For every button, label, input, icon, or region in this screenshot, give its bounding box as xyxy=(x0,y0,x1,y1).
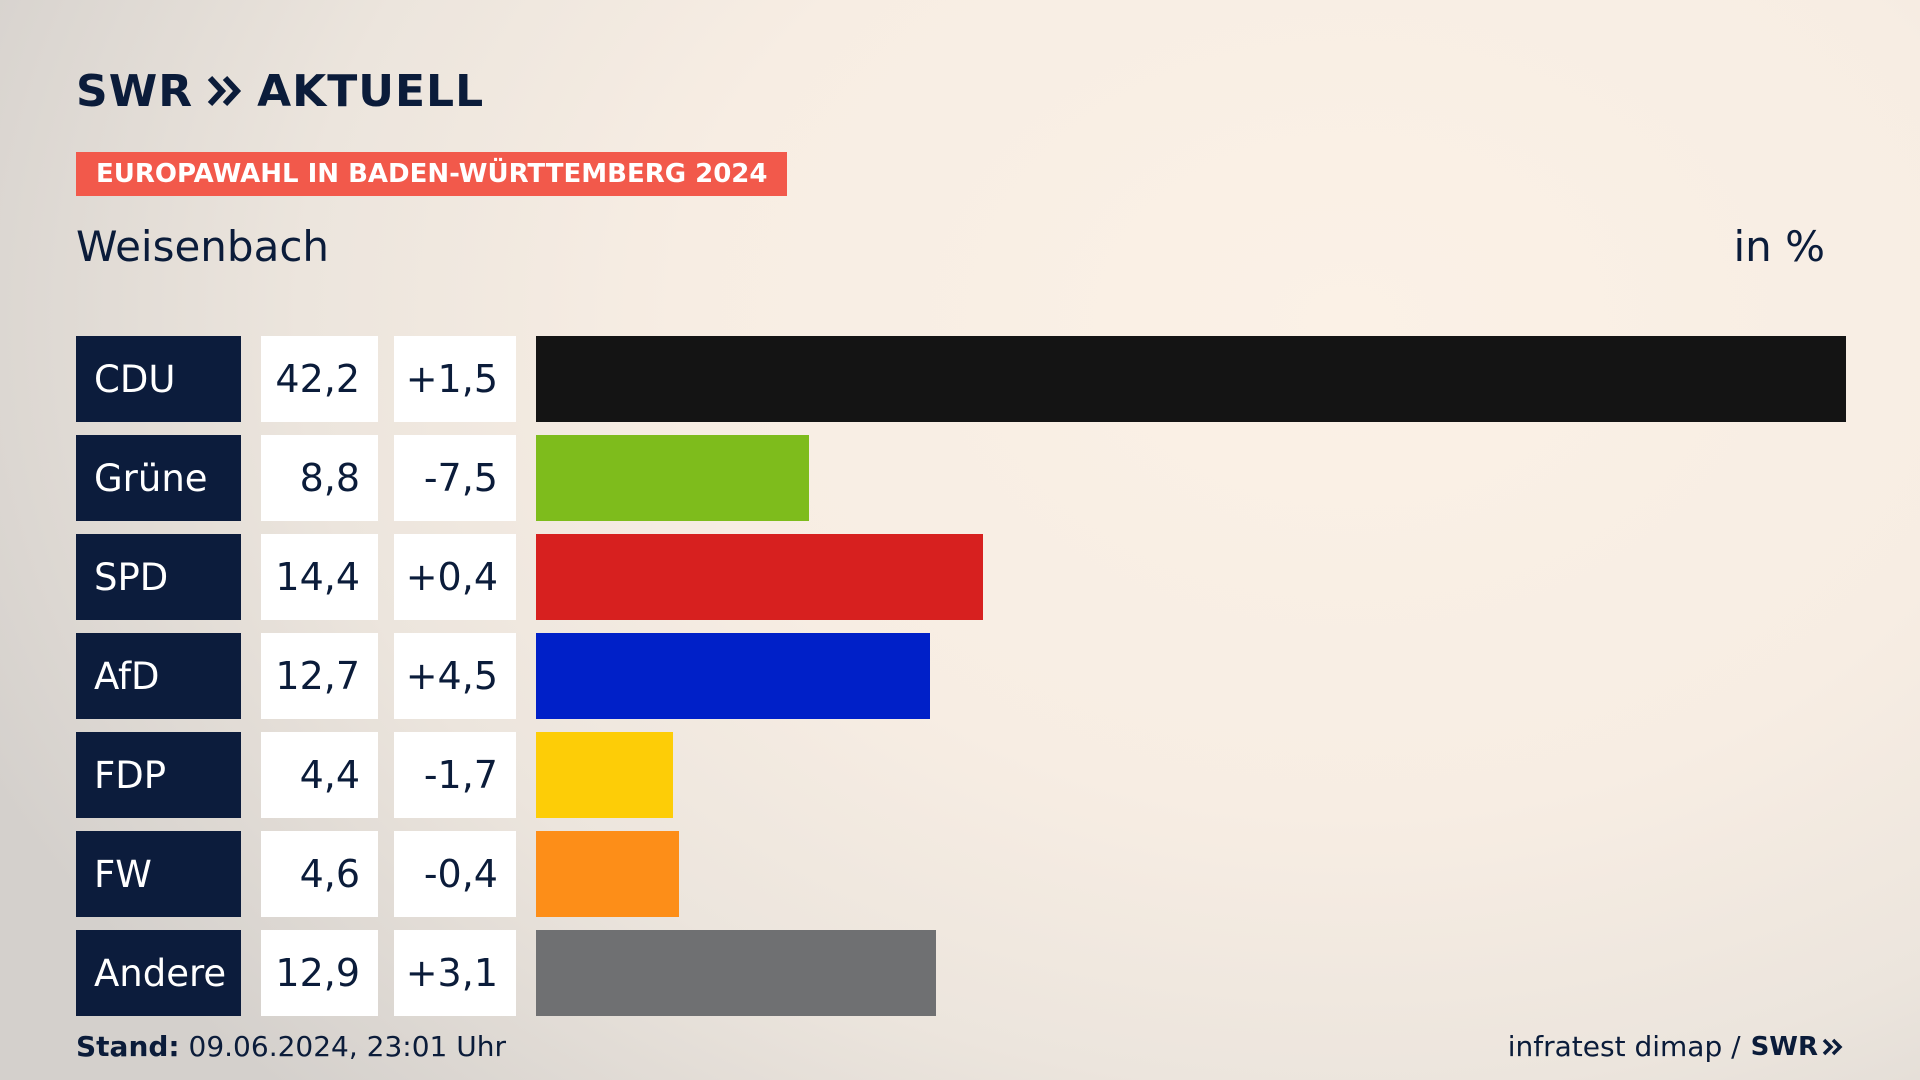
party-row: Andere 12,9 +3,1 xyxy=(76,930,1846,1016)
result-bar xyxy=(536,831,679,917)
party-row: FDP 4,4 -1,7 xyxy=(76,732,1846,818)
logo-swr-text: SWR xyxy=(76,65,194,117)
unit-label: in % xyxy=(1733,222,1825,271)
result-bar xyxy=(536,633,930,719)
result-bar xyxy=(536,336,1846,422)
vote-share-label: 14,4 xyxy=(261,534,378,620)
change-label: +1,5 xyxy=(394,336,516,422)
vote-share-label: 42,2 xyxy=(261,336,378,422)
vote-share-label: 4,6 xyxy=(261,831,378,917)
double-chevron-icon xyxy=(207,74,243,108)
timestamp: Stand: 09.06.2024, 23:01 Uhr xyxy=(76,1030,506,1063)
party-label: Andere xyxy=(76,930,241,1016)
party-label: AfD xyxy=(76,633,241,719)
swr-aktuell-logo: SWR AKTUELL xyxy=(76,65,485,117)
vote-share-label: 12,7 xyxy=(261,633,378,719)
party-label: FDP xyxy=(76,732,241,818)
party-label: Grüne xyxy=(76,435,241,521)
vote-share-label: 4,4 xyxy=(261,732,378,818)
party-label: CDU xyxy=(76,336,241,422)
party-row: Grüne 8,8 -7,5 xyxy=(76,435,1846,521)
small-double-chevron-icon xyxy=(1822,1038,1843,1055)
change-label: -7,5 xyxy=(394,435,516,521)
stand-label: Stand: xyxy=(76,1030,180,1063)
change-label: -1,7 xyxy=(394,732,516,818)
swr-small-logo-text: SWR xyxy=(1750,1031,1818,1062)
result-bar xyxy=(536,732,673,818)
vote-share-label: 8,8 xyxy=(261,435,378,521)
change-label: -0,4 xyxy=(394,831,516,917)
change-label: +0,4 xyxy=(394,534,516,620)
party-label: FW xyxy=(76,831,241,917)
result-bar xyxy=(536,534,983,620)
logo-aktuell-text: AKTUELL xyxy=(257,65,485,117)
vote-share-label: 12,9 xyxy=(261,930,378,1016)
party-row: FW 4,6 -0,4 xyxy=(76,831,1846,917)
result-bar xyxy=(536,930,936,1016)
change-label: +3,1 xyxy=(394,930,516,1016)
stand-value: 09.06.2024, 23:01 Uhr xyxy=(188,1030,506,1063)
source-credit: infratest dimap / SWR xyxy=(1508,1030,1844,1063)
election-badge: EUROPAWAHL IN BADEN-WÜRTTEMBERG 2024 xyxy=(76,152,788,196)
party-label: SPD xyxy=(76,534,241,620)
party-row: SPD 14,4 +0,4 xyxy=(76,534,1846,620)
swr-small-logo: SWR xyxy=(1751,1032,1844,1062)
party-row: CDU 42,2 +1,5 xyxy=(76,336,1846,422)
party-row: AfD 12,7 +4,5 xyxy=(76,633,1846,719)
result-bar xyxy=(536,435,809,521)
source-text: infratest dimap / xyxy=(1507,1030,1741,1063)
change-label: +4,5 xyxy=(394,633,516,719)
region-title: Weisenbach xyxy=(76,222,330,271)
